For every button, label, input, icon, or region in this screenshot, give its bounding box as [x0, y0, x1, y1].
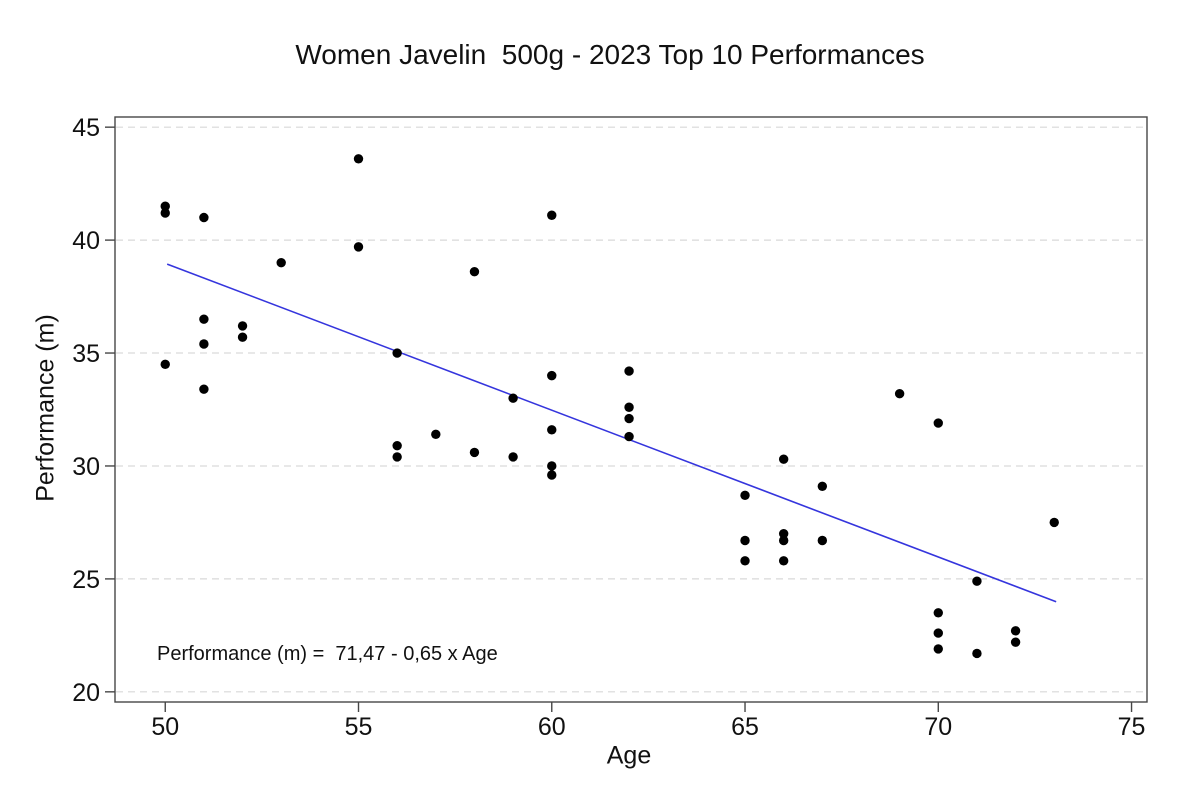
x-tick-label: 60 [538, 713, 566, 741]
data-point [740, 535, 750, 546]
data-point [508, 452, 518, 462]
data-point [392, 348, 402, 358]
data-point [933, 418, 943, 428]
data-point [199, 339, 209, 349]
data-point [778, 529, 789, 539]
data-point [469, 447, 480, 458]
data-point [778, 454, 789, 464]
data-point [624, 413, 634, 424]
data-point [972, 576, 982, 586]
data-point [972, 648, 982, 659]
data-point [469, 267, 480, 277]
data-point [740, 556, 750, 566]
data-point [547, 470, 557, 480]
data-point [817, 481, 828, 491]
x-axis-title: Age [606, 741, 652, 770]
y-tick-label: 25 [72, 566, 100, 594]
data-point [1010, 626, 1021, 636]
data-point [740, 490, 750, 501]
data-point [431, 429, 441, 440]
data-point [199, 314, 209, 324]
data-point [547, 370, 557, 381]
data-point [199, 212, 209, 223]
data-point [624, 402, 634, 412]
data-point [353, 242, 364, 252]
data-point [508, 393, 518, 403]
data-point [933, 608, 943, 618]
x-tick-label: 55 [345, 713, 373, 741]
plot-frame [114, 116, 1148, 703]
y-tick-label: 45 [72, 114, 100, 142]
data-point [392, 452, 402, 462]
data-point [160, 359, 170, 370]
data-point [199, 384, 209, 394]
data-point [547, 425, 557, 435]
chart-title: Women Javelin 500g - 2023 Top 10 Perform… [295, 39, 925, 70]
data-point [817, 535, 828, 546]
data-point [547, 461, 557, 471]
y-tick-label: 30 [72, 453, 100, 481]
regression-line [166, 263, 1057, 603]
data-point [353, 154, 364, 164]
regression-equation: Performance (m) = 71,47 - 0,65 x Age [157, 643, 498, 665]
x-tick-label: 50 [151, 713, 179, 741]
y-tick-label: 40 [72, 227, 100, 255]
data-point [237, 321, 248, 331]
data-point [160, 201, 170, 211]
data-point [778, 556, 789, 566]
data-point [933, 644, 943, 654]
data-point [624, 366, 634, 376]
data-point [547, 210, 557, 220]
x-tick-label: 75 [1118, 713, 1146, 741]
x-tick-label: 65 [731, 713, 759, 741]
data-point [624, 431, 634, 442]
data-point [276, 257, 286, 268]
x-tick-label: 70 [924, 713, 952, 741]
data-point [392, 440, 402, 451]
data-point [237, 332, 248, 342]
y-tick-label: 20 [72, 679, 100, 707]
data-point [1010, 637, 1021, 647]
data-point [1049, 517, 1059, 528]
y-tick-label: 35 [72, 340, 100, 368]
data-point [894, 388, 905, 399]
data-point [160, 208, 170, 218]
data-point [933, 628, 943, 638]
data-point [778, 535, 789, 546]
